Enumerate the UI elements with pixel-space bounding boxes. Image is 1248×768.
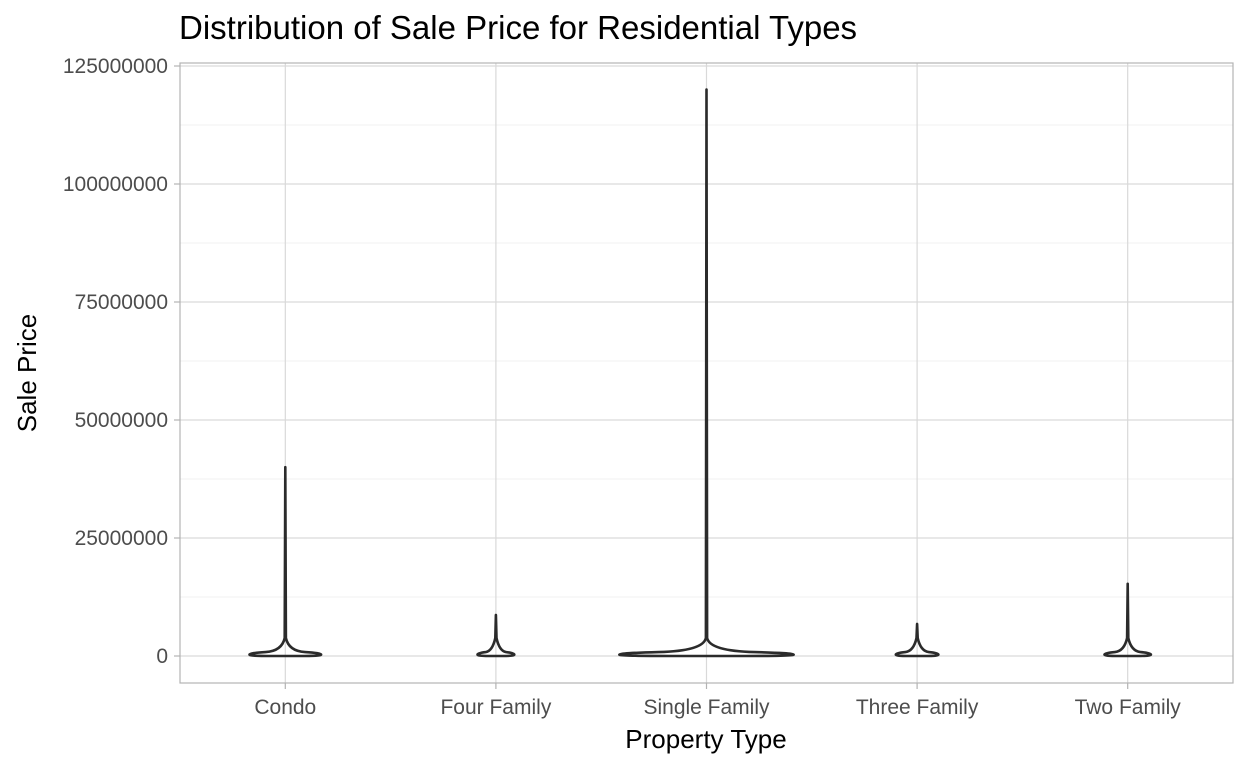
x-axis-ticks: Condo Four Family Single Family Three Famil…	[254, 683, 1181, 719]
y-tick-label: 100000000	[63, 173, 168, 196]
x-tick-label: Three Family	[856, 696, 979, 719]
x-axis-title: Property Type	[625, 724, 786, 754]
x-tick-label: Four Family	[440, 696, 551, 719]
y-tick-label: 75000000	[75, 291, 168, 314]
y-tick-label: 0	[156, 645, 168, 668]
y-tick-label: 50000000	[75, 409, 168, 432]
y-tick-label: 25000000	[75, 527, 168, 550]
x-tick-label: Single Family	[643, 696, 770, 719]
violin-condo	[248, 465, 323, 658]
violin-two-family	[1103, 582, 1153, 658]
y-axis-title: Sale Price	[12, 314, 42, 433]
x-tick-label: Two Family	[1075, 696, 1182, 719]
chart-title: Distribution of Sale Price for Residenti…	[179, 9, 857, 46]
violin-three-family	[894, 622, 940, 658]
y-tick-label: 125000000	[63, 55, 168, 78]
violins	[248, 88, 1153, 658]
violin-single-family	[618, 88, 795, 658]
x-tick-label: Condo	[254, 696, 316, 719]
y-axis-ticks: 0 25000000 50000000 75000000 100000000 125000…	[63, 55, 180, 668]
violin-four-family	[476, 613, 516, 658]
